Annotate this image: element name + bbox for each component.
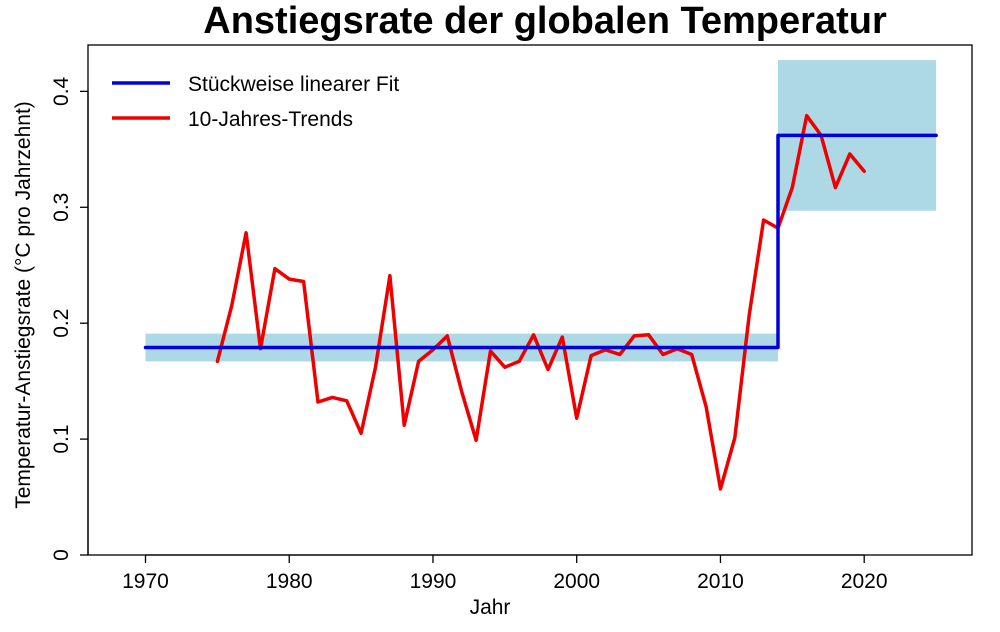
x-axis-label: Jahr	[470, 596, 511, 619]
y-tick-label: 0.1	[50, 424, 73, 453]
y-tick-label: 0.2	[50, 309, 73, 338]
y-axis: 0 0.1 0.2 0.3 0.4	[50, 76, 89, 561]
legend-label-trends: 10-Jahres-Trends	[188, 108, 353, 131]
legend-label-fit: Stückweise linearer Fit	[188, 73, 399, 96]
x-tick-label: 2010	[697, 570, 744, 593]
y-axis-label: Temperatur-Anstiegsrate (°C pro Jahrzehn…	[12, 101, 35, 509]
x-tick-label: 1980	[266, 570, 313, 593]
y-tick-label: 0	[50, 549, 73, 561]
x-axis: 1970 1980 1990 2000 2010 2020	[122, 554, 888, 593]
confidence-bands	[145, 60, 937, 362]
x-tick-label: 1990	[410, 570, 457, 593]
x-tick-label: 2000	[553, 570, 600, 593]
y-tick-label: 0.4	[50, 76, 73, 106]
series-line-piecewise-fit	[143, 133, 938, 350]
y-tick-label: 0.3	[50, 193, 73, 222]
series-line-10-year-trends	[215, 113, 866, 491]
legend: Stückweise linearer Fit 10-Jahres-Trends	[112, 73, 399, 131]
chart-title: Anstiegsrate der globalen Temperatur	[203, 0, 887, 42]
series-lines	[143, 113, 938, 491]
x-tick-label: 2020	[841, 570, 888, 593]
x-tick-label: 1970	[122, 570, 169, 593]
